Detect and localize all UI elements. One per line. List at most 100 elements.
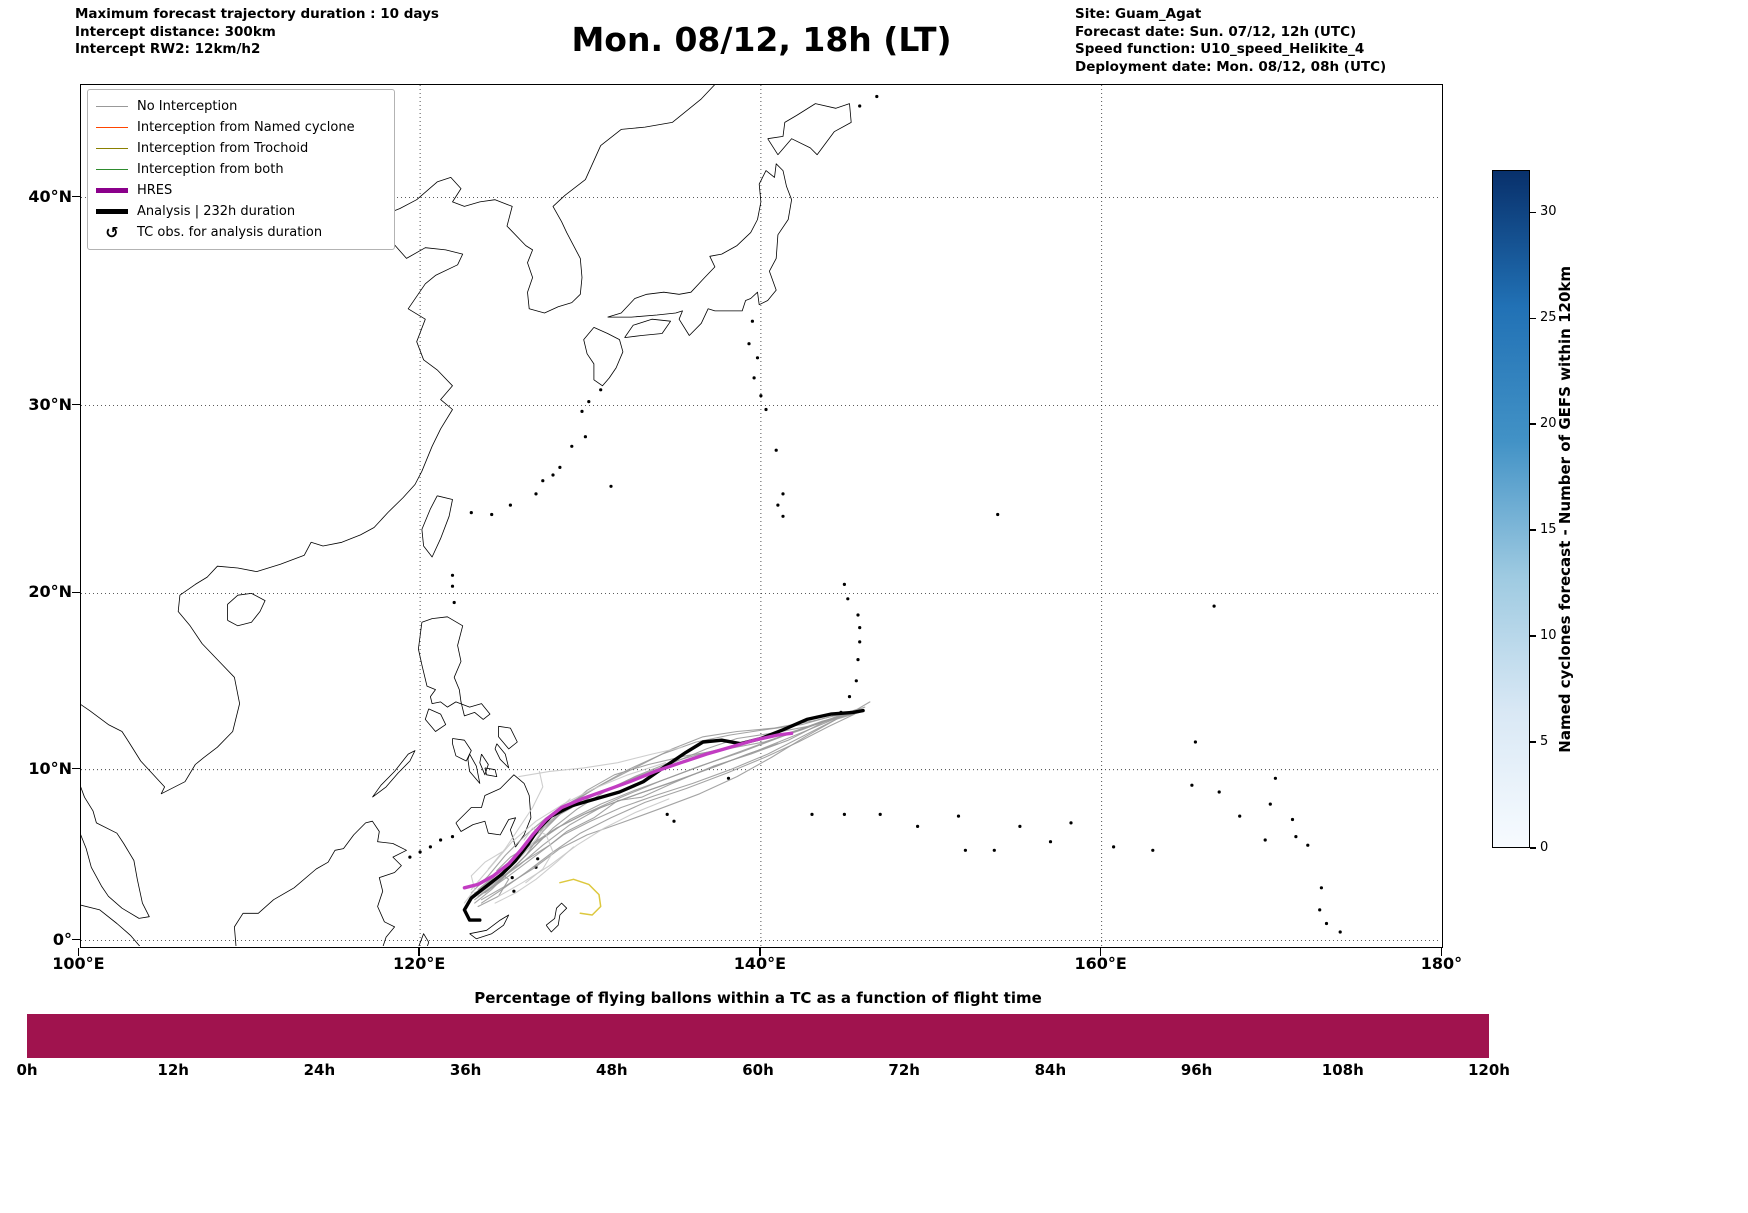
island-dot bbox=[875, 94, 879, 99]
bottom-chart-title: Percentage of flying ballons within a TC… bbox=[474, 989, 1042, 1007]
param-intercept-rw2: Intercept RW2: 12km/h2 bbox=[75, 41, 261, 57]
lat-tick-mark bbox=[72, 403, 80, 406]
coastline bbox=[767, 103, 852, 156]
legend-item-label: TC obs. for analysis duration bbox=[137, 225, 323, 240]
site-name: Site: Guam_Agat bbox=[1075, 6, 1202, 22]
legend-line-icon bbox=[96, 126, 128, 129]
coastline bbox=[452, 738, 472, 762]
tc-percentage-bar bbox=[27, 1014, 1489, 1058]
legend-item: Interception from Named cyclone bbox=[96, 117, 382, 138]
island-dot bbox=[672, 819, 676, 823]
tc-obs-marker-icon: ↺ bbox=[96, 224, 128, 241]
island-dot bbox=[878, 812, 882, 817]
island-dot bbox=[541, 479, 545, 483]
island-dot bbox=[996, 512, 1000, 517]
ensemble-trajectory bbox=[474, 713, 852, 904]
time-tick-label: 12h bbox=[157, 1061, 189, 1079]
colorbar-tick-mark bbox=[1530, 635, 1536, 637]
coastline bbox=[607, 163, 792, 336]
lon-tick-label: 160°E bbox=[1074, 954, 1127, 973]
lon-tick-label: 140°E bbox=[733, 954, 787, 973]
island-dot bbox=[534, 492, 538, 496]
island-dot bbox=[963, 848, 968, 852]
trajectory-map-canvas bbox=[81, 85, 1441, 946]
lon-tick-label: 120°E bbox=[392, 954, 446, 973]
coastline bbox=[81, 786, 150, 919]
island-dot bbox=[510, 876, 514, 880]
legend-item: No Interception bbox=[96, 96, 382, 117]
colorbar-tick-mark bbox=[1530, 741, 1536, 743]
legend-item: Analysis | 232h duration bbox=[96, 201, 382, 222]
colorbar-tick-label: 25 bbox=[1540, 310, 1557, 326]
island-dot bbox=[558, 465, 562, 469]
island-dot bbox=[776, 503, 780, 507]
lat-tick-label: 0° bbox=[52, 929, 72, 949]
island-dot bbox=[1273, 776, 1277, 780]
island-dot bbox=[450, 835, 455, 839]
coastline bbox=[494, 743, 510, 769]
legend-item-label: Interception from Named cyclone bbox=[137, 120, 355, 135]
island-dot bbox=[1238, 814, 1242, 818]
island-dot bbox=[846, 597, 850, 601]
island-dot bbox=[858, 640, 862, 644]
colorbar-tick-label: 15 bbox=[1540, 522, 1557, 538]
legend-line-swatch bbox=[96, 188, 128, 193]
colorbar-tick-label: 5 bbox=[1540, 734, 1549, 750]
trajectory-hres bbox=[462, 731, 794, 890]
colorbar-tick-mark bbox=[1530, 423, 1536, 426]
island-dot bbox=[551, 473, 555, 477]
ensemble-trajectory bbox=[518, 746, 684, 778]
island-dot bbox=[508, 503, 512, 507]
island-dot bbox=[450, 573, 455, 577]
legend-item: HRES bbox=[96, 180, 382, 201]
lat-tick-label: 10°N bbox=[28, 758, 72, 778]
colorbar-tick-label: 10 bbox=[1540, 628, 1557, 644]
island-dot bbox=[781, 492, 785, 496]
lat-tick-mark bbox=[72, 195, 80, 198]
legend-item-label: Interception from Trochoid bbox=[137, 141, 309, 156]
colorbar-tick-mark bbox=[1530, 211, 1536, 214]
island-dot bbox=[428, 845, 432, 849]
page-title: Mon. 08/12, 18h (LT) bbox=[571, 20, 952, 59]
island-dot bbox=[1193, 740, 1197, 744]
colorbar-label: Named cyclones forecast - Number of GEFS… bbox=[1556, 265, 1574, 753]
lon-tick-label: 180° bbox=[1420, 954, 1463, 973]
legend-line-icon bbox=[96, 168, 128, 171]
coastline bbox=[81, 904, 141, 946]
legend-line-swatch bbox=[96, 105, 128, 108]
deployment-date: Deployment date: Mon. 08/12, 08h (UTC) bbox=[1075, 58, 1387, 75]
trajectory-map: No Interception Interception from Named c… bbox=[80, 84, 1443, 948]
island-dot bbox=[781, 514, 785, 518]
island-dot bbox=[570, 444, 574, 448]
time-tick-label: 72h bbox=[888, 1061, 920, 1079]
coastline bbox=[455, 774, 532, 848]
island-dot bbox=[858, 626, 862, 630]
island-dot bbox=[1263, 838, 1267, 842]
island-dot bbox=[587, 400, 591, 404]
island-dot bbox=[810, 812, 814, 817]
time-tick-label: 96h bbox=[1180, 1061, 1213, 1079]
island-dot bbox=[450, 584, 455, 588]
coastline bbox=[234, 820, 407, 946]
legend-item-label: Analysis | 232h duration bbox=[137, 204, 296, 219]
trajectory-trochoid bbox=[559, 878, 602, 916]
coastline bbox=[227, 593, 266, 627]
island-dot bbox=[599, 388, 603, 392]
ensemble-trajectory bbox=[497, 798, 670, 897]
island-dot bbox=[847, 695, 852, 699]
legend-line-swatch bbox=[96, 168, 128, 171]
island-dot bbox=[1112, 845, 1116, 849]
lon-tick-mark bbox=[759, 948, 761, 956]
island-dot bbox=[1212, 604, 1216, 608]
island-dot bbox=[755, 356, 760, 360]
island-dot bbox=[490, 512, 494, 517]
island-dot bbox=[1318, 908, 1322, 912]
trajectory-analysis bbox=[462, 708, 865, 922]
ensemble-trajectory bbox=[470, 762, 667, 891]
lon-tick-label: 100°E bbox=[52, 954, 105, 973]
forecast-parameters: Maximum forecast trajectory duration : 1… bbox=[75, 6, 439, 59]
legend-item-label: HRES bbox=[137, 183, 173, 198]
coastline bbox=[418, 933, 430, 946]
lon-tick-mark bbox=[77, 948, 80, 956]
coastline bbox=[372, 750, 416, 798]
